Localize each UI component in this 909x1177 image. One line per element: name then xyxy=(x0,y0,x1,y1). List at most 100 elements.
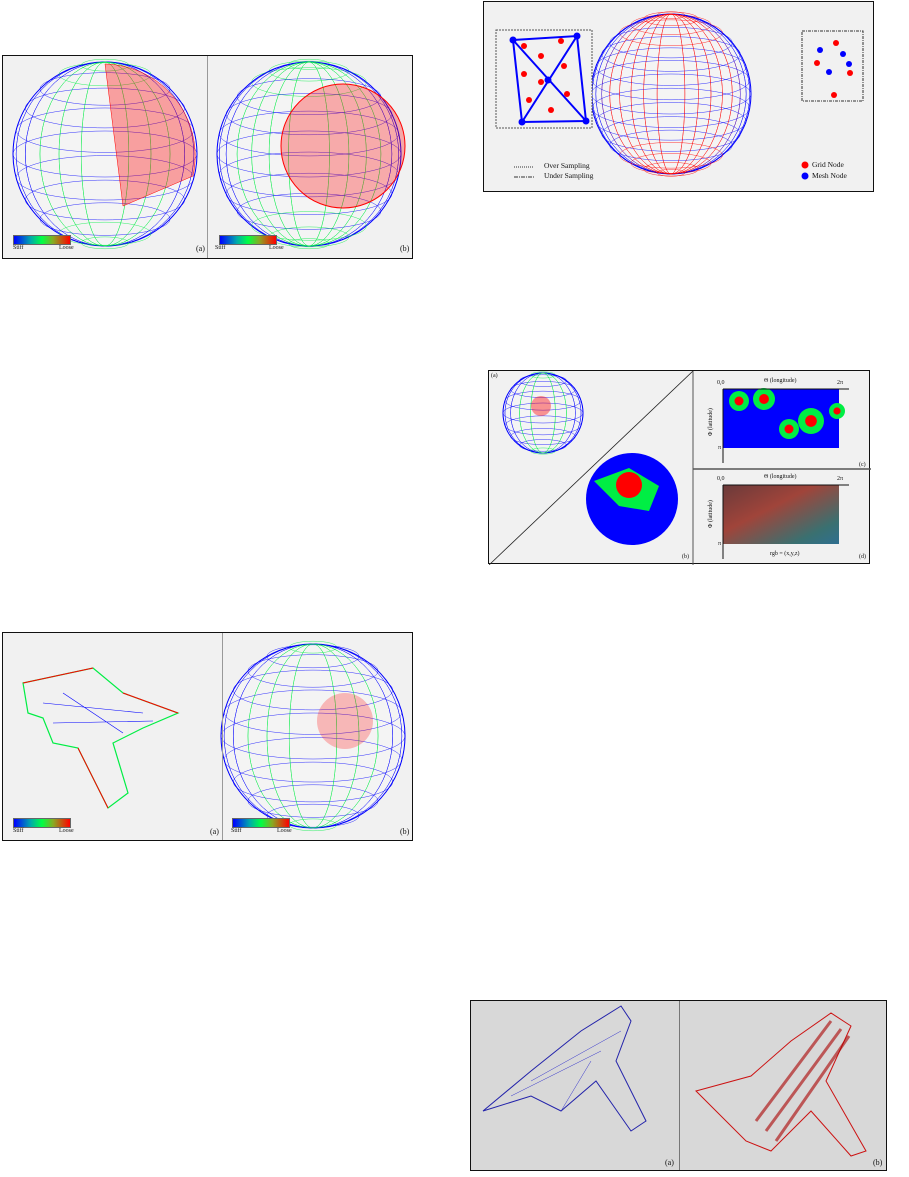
grid-node xyxy=(538,53,544,59)
dense-mesh-edges xyxy=(754,1020,851,1142)
colorbar-min-label: Stiff xyxy=(13,828,24,834)
latitude-line xyxy=(656,169,686,177)
panel-divider xyxy=(222,633,223,840)
figure-3-graphics xyxy=(489,371,871,565)
latitude-line xyxy=(223,737,403,783)
meridian-line xyxy=(80,61,130,247)
latitude-line xyxy=(595,102,747,141)
meridian-line xyxy=(288,61,330,247)
latitude-line xyxy=(220,712,406,760)
colorbar-min-label: Stiff xyxy=(231,828,242,834)
legend-grid-node: Grid Node xyxy=(812,160,844,169)
loose-region xyxy=(805,415,817,427)
figure-4-graphics xyxy=(22,640,406,832)
latitude-line xyxy=(233,761,393,803)
axis-origin: 0,0 xyxy=(717,380,725,386)
loose-region xyxy=(531,396,551,416)
loose-region xyxy=(104,63,196,207)
axis-two-pi: 2π xyxy=(837,476,844,482)
panel-divider xyxy=(207,56,208,258)
figure-5: (a) (b) xyxy=(470,1000,887,1171)
wireframe-sphere xyxy=(502,371,584,455)
latitude-line xyxy=(502,402,584,424)
axis-phi-label: Φ (latitude) xyxy=(707,408,714,436)
mesh-node xyxy=(544,76,552,84)
latitude-line xyxy=(225,172,393,215)
loose-region xyxy=(833,407,841,415)
figure-5-graphics xyxy=(482,1005,867,1157)
stiffness-colorbar xyxy=(232,818,290,828)
stiffness-colorbar xyxy=(13,235,71,245)
meridian-line xyxy=(288,643,338,829)
latitude-line xyxy=(25,179,185,221)
latitude-line xyxy=(219,151,399,198)
loose-region xyxy=(734,396,744,406)
panel-label-b: (b) xyxy=(873,1158,883,1167)
axis-phi-label: Φ (latitude) xyxy=(707,500,714,528)
axis-two-pi: 2π xyxy=(837,380,844,386)
panel-label-c: (c) xyxy=(859,462,866,468)
rgb-label: rgb = (x,y,z) xyxy=(770,551,800,557)
latitude-line xyxy=(601,116,741,152)
grid-node xyxy=(833,40,839,46)
latitude-line xyxy=(288,238,330,250)
latitude-line xyxy=(630,153,712,174)
axis-pi: π xyxy=(718,541,722,547)
wireframe-sphere xyxy=(590,11,752,177)
mesh-node xyxy=(846,61,852,67)
latitude-line xyxy=(58,221,152,246)
axis-origin: 0,0 xyxy=(717,476,725,482)
legend-over-sampling: Over Sampling xyxy=(544,161,590,170)
panel-label-a: (a) xyxy=(196,244,205,253)
axis-theta-label: Θ (longitude) xyxy=(764,474,797,480)
mesh-node xyxy=(573,32,581,40)
diagonal-divider xyxy=(489,371,694,565)
legend-under-sampling: Under Sampling xyxy=(544,171,594,180)
colorbar-max-label: Loose xyxy=(59,828,74,834)
panel-label-a: (a) xyxy=(210,827,219,836)
latitude-line xyxy=(530,447,556,455)
latitude-line xyxy=(251,211,367,241)
figure-3: (a) (b) (c) (d) 0,0 Θ (longitude) 2π 0,0… xyxy=(488,370,871,565)
aircraft-wireframe-dense xyxy=(695,1012,867,1157)
figure-2: Over Sampling Under Sampling Grid Node M… xyxy=(483,1,874,192)
mesh-node xyxy=(817,47,823,53)
latitude-line xyxy=(510,428,576,445)
latitude-line xyxy=(12,130,198,178)
mesh-node xyxy=(509,36,517,44)
axis-theta-label: Θ (longitude) xyxy=(764,378,797,384)
latitude-line xyxy=(609,129,733,161)
legend-mesh-node: Mesh Node xyxy=(812,171,847,180)
mesh-node xyxy=(518,118,526,126)
mesh-node xyxy=(582,117,590,125)
wireframe-sphere xyxy=(12,58,198,250)
grid-node xyxy=(814,60,820,66)
mesh-node xyxy=(826,69,832,75)
panel-label-d: (d) xyxy=(859,554,866,560)
stiffness-colorbar xyxy=(219,235,277,245)
aircraft-stiff-edges xyxy=(42,692,154,734)
latitude-line xyxy=(15,155,195,201)
latitude-line xyxy=(216,130,402,178)
figure-1-graphics xyxy=(12,58,406,250)
grid-node xyxy=(538,79,544,85)
loose-region xyxy=(317,693,373,749)
latitude-line xyxy=(236,193,382,230)
panel-label-a: (a) xyxy=(665,1158,674,1167)
wireframe-sphere xyxy=(220,640,406,832)
colorbar-min-label: Stiff xyxy=(215,245,226,251)
stiffness-colorbar xyxy=(13,818,71,828)
axis-pi: π xyxy=(718,445,722,451)
latitude-line xyxy=(591,87,751,128)
grid-node xyxy=(564,91,570,97)
grid-node xyxy=(521,71,527,77)
colorbar-max-label: Loose xyxy=(59,245,74,251)
aircraft-wireframe xyxy=(22,667,180,809)
under-sampling-inset xyxy=(801,30,864,102)
grid-node xyxy=(831,92,837,98)
colorbar-max-label: Loose xyxy=(277,828,292,834)
aircraft-wireframe-coarse xyxy=(482,1005,647,1132)
over-sampling-inset xyxy=(495,29,593,129)
latitude-line xyxy=(80,236,130,250)
panel-label-a: (a) xyxy=(491,373,498,379)
